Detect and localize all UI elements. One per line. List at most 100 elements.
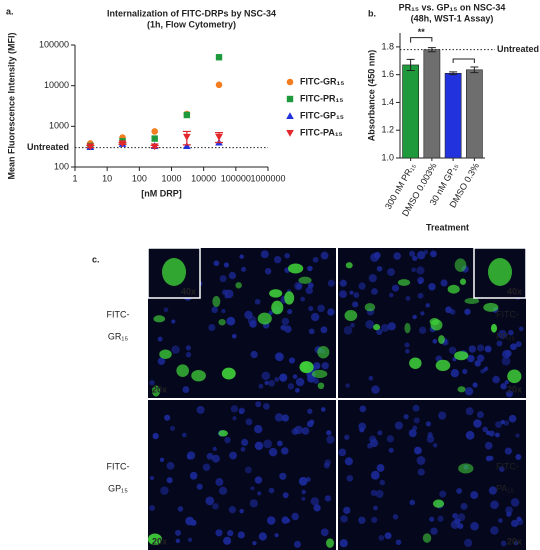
nucleus — [186, 451, 196, 460]
nucleus — [215, 478, 224, 487]
legend-label: FITC-PA₁₅ — [300, 127, 343, 137]
nucleus — [510, 343, 517, 351]
inset-magnification: 40x — [181, 286, 196, 296]
point — [150, 143, 159, 151]
cell — [457, 386, 466, 393]
nucleus — [500, 540, 507, 547]
cell — [257, 312, 272, 325]
nucleus — [405, 349, 410, 354]
nucleus — [308, 328, 315, 335]
nucleus — [175, 538, 181, 544]
nucleus — [274, 413, 284, 422]
inset-cell — [162, 258, 186, 286]
magnification: 20x — [152, 536, 167, 546]
error-bar — [449, 71, 458, 76]
nucleus — [515, 341, 522, 348]
nucleus — [258, 383, 264, 389]
nucleus — [311, 312, 320, 322]
nucleus — [488, 455, 494, 461]
cell — [288, 263, 304, 274]
image-label: GR₁₅ — [108, 331, 129, 341]
nucleus — [157, 336, 163, 342]
nucleus — [358, 282, 366, 290]
nucleus — [292, 374, 298, 379]
image-label: FITC- — [107, 461, 130, 471]
nucleus — [371, 288, 378, 295]
cell — [447, 284, 460, 294]
nucleus — [327, 279, 335, 287]
nucleus — [320, 528, 329, 537]
image-label: GP₁₅ — [108, 483, 128, 493]
cell — [435, 359, 451, 372]
nucleus — [293, 540, 301, 548]
nucleus — [273, 255, 282, 264]
nucleus — [163, 307, 169, 313]
reference-label: Untreated — [27, 142, 69, 152]
nucleus — [281, 447, 289, 455]
nucleus — [281, 317, 290, 326]
point — [286, 78, 294, 86]
nucleus — [254, 476, 263, 484]
nucleus — [425, 303, 430, 308]
nucleus — [324, 495, 332, 502]
nucleus — [379, 479, 386, 486]
nucleus — [175, 529, 182, 536]
nucleus — [430, 527, 438, 535]
nucleus — [344, 457, 353, 466]
nucleus — [300, 296, 306, 302]
nucleus — [505, 390, 514, 398]
nucleus — [413, 417, 420, 424]
nucleus — [257, 491, 262, 496]
cell — [218, 430, 228, 437]
chart-title: Internalization of FITC-DRPs by NSC-34 — [107, 8, 276, 18]
nucleus — [228, 271, 237, 280]
cell — [432, 499, 445, 508]
x-tick-label: 1000 — [161, 173, 181, 183]
nucleus — [430, 250, 437, 258]
nucleus — [218, 486, 228, 495]
x-axis-label: [nM DRP] — [141, 188, 182, 198]
cell — [464, 297, 480, 304]
nucleus — [320, 326, 328, 334]
image-label: FITC- — [496, 461, 519, 471]
nucleus — [412, 425, 418, 431]
nucleus — [171, 319, 176, 324]
cell — [459, 278, 467, 285]
nucleus — [230, 405, 239, 413]
nucleus — [252, 540, 257, 546]
nucleus — [368, 375, 374, 381]
nucleus — [339, 290, 347, 299]
nucleus — [438, 411, 447, 420]
point — [151, 135, 158, 142]
nucleus — [301, 489, 306, 495]
nucleus — [467, 354, 475, 363]
cell — [490, 323, 497, 333]
cell — [218, 318, 226, 326]
nucleus — [307, 265, 313, 272]
nucleus — [340, 515, 348, 523]
y-axis-label: Mean Fluorescence Intensity (MFI) — [6, 32, 16, 179]
nucleus — [343, 506, 351, 515]
nucleus — [253, 424, 263, 434]
cell — [159, 349, 172, 359]
cell — [221, 367, 236, 380]
cell — [317, 382, 325, 390]
y-tick-label: 10000 — [44, 80, 69, 90]
nucleus — [224, 294, 229, 299]
cell — [269, 289, 283, 298]
nucleus — [470, 491, 479, 500]
nucleus — [376, 328, 383, 336]
nucleus — [474, 360, 481, 367]
nucleus — [381, 323, 390, 332]
nucleus — [375, 489, 384, 498]
cell — [397, 279, 411, 286]
nucleus — [215, 529, 223, 537]
x-tick-label: 10000 — [191, 173, 216, 183]
y-tick-label: 1000 — [49, 121, 69, 131]
nucleus — [412, 314, 417, 320]
nucleus — [185, 351, 192, 358]
point — [183, 142, 191, 149]
nucleus — [149, 475, 155, 481]
cell — [311, 369, 328, 379]
